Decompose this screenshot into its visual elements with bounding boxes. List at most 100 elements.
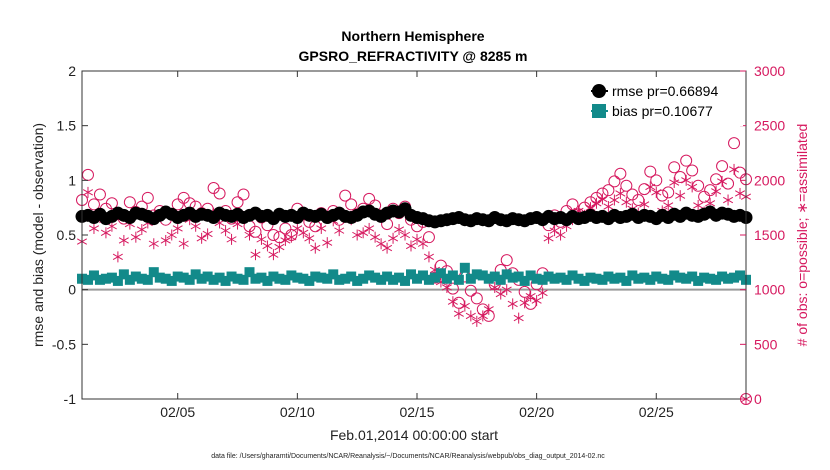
bias-point — [537, 274, 548, 285]
bias-point — [717, 271, 728, 282]
legend-rmse-marker — [592, 84, 606, 98]
obs-assimilated-point — [178, 238, 189, 250]
bias-point — [142, 274, 153, 285]
asterisk-stroke — [405, 242, 417, 250]
asterisk-stroke — [166, 231, 177, 239]
bias-point — [699, 272, 710, 283]
bias-point — [489, 271, 500, 282]
obs-possible-point — [698, 190, 711, 203]
asterisk-stroke — [220, 227, 231, 234]
asterisk-stroke — [286, 234, 297, 241]
obs-assimilated-point — [166, 229, 177, 241]
asterisk-stroke — [388, 235, 399, 242]
obs-assimilated-point — [591, 197, 602, 209]
bias-point — [411, 273, 422, 284]
obs-possible-point — [644, 165, 657, 178]
obs-assimilated-point — [441, 281, 452, 293]
obs-assimilated-point — [130, 231, 141, 243]
right-tick-label: 2000 — [754, 172, 785, 188]
bias-point — [621, 275, 632, 286]
obs-possible-point — [171, 198, 184, 211]
bias-point — [154, 272, 165, 283]
bias-point — [178, 272, 189, 283]
bias-point — [507, 272, 518, 283]
asterisk-stroke — [693, 202, 704, 209]
bias-point — [531, 273, 542, 284]
obs-assimilated-point — [555, 229, 566, 241]
obs-assimilated-point — [447, 296, 458, 308]
asterisk-stroke — [549, 227, 560, 234]
asterisk-stroke — [274, 243, 285, 251]
obs-possible-point — [608, 175, 621, 188]
bias-point — [603, 271, 614, 282]
asterisk-stroke — [172, 225, 183, 232]
obs-assimilated-point — [669, 177, 680, 189]
asterisk-stroke — [645, 183, 656, 191]
asterisk-stroke — [256, 236, 267, 243]
bias-point — [274, 273, 285, 284]
bias-point — [591, 273, 602, 284]
x-tick-label: 02/10 — [280, 404, 315, 420]
obs-possible-point — [716, 160, 729, 173]
right-tick-label: 500 — [754, 336, 778, 352]
obs-assimilated-point — [663, 199, 674, 211]
asterisk-stroke — [477, 312, 488, 320]
legend-bias-label: bias pr=0.10677 — [612, 103, 713, 119]
bias-point — [657, 273, 668, 284]
obs-assimilated-point — [226, 233, 237, 245]
bias-point — [501, 269, 512, 280]
obs-assimilated-point — [394, 224, 405, 236]
asterisk-stroke — [423, 253, 434, 261]
obs-assimilated-point — [687, 181, 698, 193]
obs-possible-point — [680, 154, 693, 167]
right-tick-label: 1500 — [754, 227, 785, 243]
asterisk-stroke — [100, 229, 111, 236]
bias-point — [441, 273, 452, 284]
obs-assimilated-point — [220, 225, 231, 237]
asterisk-stroke — [531, 297, 542, 304]
asterisk-stroke — [591, 200, 602, 207]
bias-point — [100, 273, 111, 284]
bias-point — [292, 272, 303, 283]
obs-assimilated-point — [543, 232, 554, 244]
rmse-series — [75, 202, 753, 229]
asterisk-stroke — [639, 201, 650, 208]
obs-assimilated-point — [477, 310, 488, 322]
obs-assimilated-point — [352, 229, 363, 241]
obs-possible-point — [105, 197, 118, 210]
bias-point — [196, 273, 207, 284]
bias-point — [382, 271, 393, 282]
obs-assimilated-point — [621, 196, 632, 208]
bias-point — [465, 273, 476, 284]
asterisk-stroke — [160, 237, 171, 244]
obs-possible-point — [620, 179, 633, 192]
obs-assimilated-point — [693, 199, 704, 211]
bias-point — [232, 273, 243, 284]
obs-assimilated-point — [609, 194, 620, 206]
obs-possible-point — [213, 187, 226, 200]
obs-possible-point — [614, 167, 627, 180]
obs-possible-point — [141, 191, 154, 204]
obs-assimilated-point — [681, 174, 692, 186]
bias-point — [729, 272, 740, 283]
bias-point — [124, 274, 135, 285]
left-tick-label: 1 — [68, 172, 76, 188]
asterisk-stroke — [310, 244, 321, 252]
obs-assimilated-point — [549, 225, 560, 237]
bias-point — [88, 270, 99, 281]
obs-assimilated-point — [717, 175, 728, 187]
obs-assimilated-point — [645, 181, 656, 193]
obs-assimilated-point — [388, 232, 399, 244]
obs-assimilated-point — [507, 298, 518, 310]
obs-assimilated-point — [711, 185, 722, 197]
obs-assimilated-point — [465, 310, 476, 322]
bias-point — [310, 271, 321, 282]
obs-assimilated-point — [405, 240, 417, 252]
asterisk-stroke — [441, 284, 452, 291]
asterisk-stroke — [459, 302, 470, 310]
bias-point — [669, 270, 680, 281]
bias-point — [262, 275, 273, 286]
bias-point — [423, 274, 434, 285]
right-axis-ticks: 0 500 1000 1500 2000 2500 3000 — [740, 63, 785, 407]
